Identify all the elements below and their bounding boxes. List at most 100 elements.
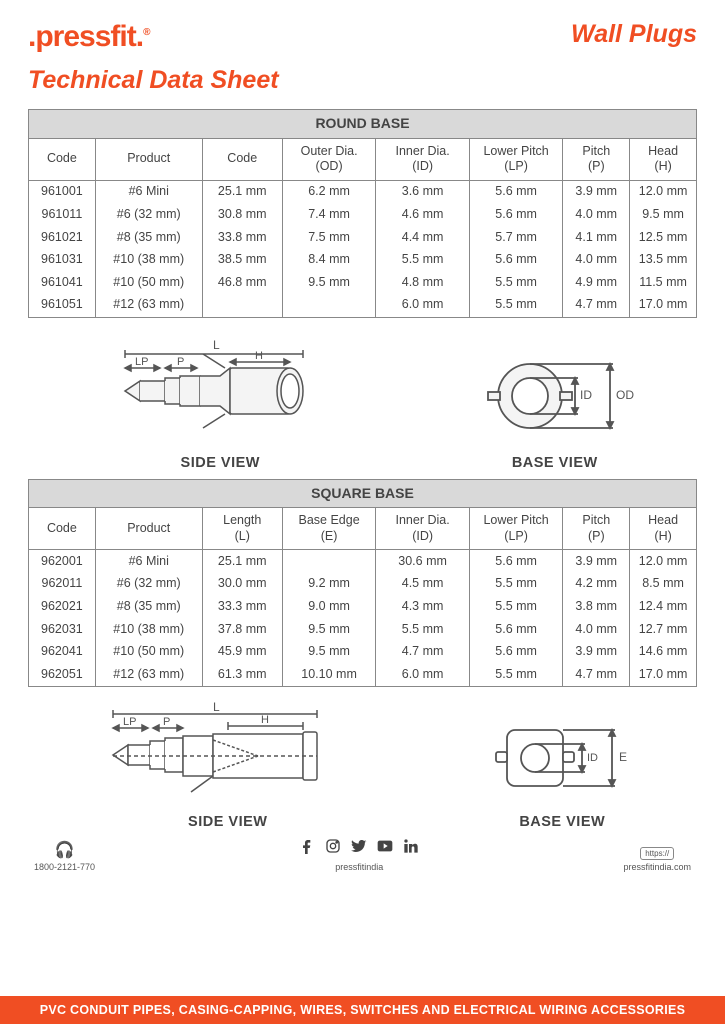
svg-text:E: E [619,750,627,764]
table-cell: 30.6 mm [376,550,470,573]
table-cell: 3.9 mm [563,550,630,573]
table-cell: 9.5 mm [282,641,376,664]
svg-text:ID: ID [580,388,592,402]
header: .pressfit.® Wall Plugs [28,20,697,54]
square-base-diagram: ID E [482,700,642,810]
table-cell: 13.5 mm [630,249,697,272]
svg-text:OD: OD [616,388,634,402]
table-cell: 37.8 mm [202,618,282,641]
table-cell: 5.5 mm [469,294,563,317]
table-cell: 4.0 mm [563,203,630,226]
table-cell: 5.6 mm [469,203,563,226]
column-header: Product [95,508,202,550]
table-cell: 5.6 mm [469,618,563,641]
table-cell: 5.5 mm [469,271,563,294]
table-cell: 3.9 mm [563,641,630,664]
column-header: Inner Dia. (ID) [376,508,470,550]
square-diagram-row: L LP P H SIDE VIEW [28,695,697,830]
svg-text:L: L [213,338,220,352]
facebook-icon [299,838,315,859]
table-cell: 10.10 mm [282,663,376,686]
column-header: Base Edge (E) [282,508,376,550]
table-row: 962001#6 Mini25.1 mm30.6 mm5.6 mm3.9 mm1… [29,550,697,573]
table-cell: 962051 [29,663,96,686]
table-cell: 9.5 mm [282,271,376,294]
table-cell: 38.5 mm [202,249,282,272]
table-cell: 961051 [29,294,96,317]
table-cell: #10 (50 mm) [95,641,202,664]
table-cell: 30.8 mm [202,203,282,226]
svg-text:H: H [261,714,269,726]
table-cell: 4.8 mm [376,271,470,294]
table-cell: 4.0 mm [563,618,630,641]
column-header: Pitch (P) [563,138,630,180]
column-header: Inner Dia. (ID) [376,138,470,180]
table-cell: 5.5 mm [469,596,563,619]
product-category: Wall Plugs [571,20,697,49]
table-cell: 962031 [29,618,96,641]
table-cell: 961031 [29,249,96,272]
table-cell: 4.1 mm [563,226,630,249]
youtube-icon [377,838,393,859]
table-cell: #6 Mini [95,550,202,573]
table-cell: 5.6 mm [469,180,563,203]
column-header: Length (L) [202,508,282,550]
table-cell: 12.4 mm [630,596,697,619]
table-cell [282,294,376,317]
footer-social: pressfitindia [299,838,419,872]
table-cell: #10 (38 mm) [95,249,202,272]
table-cell: 5.7 mm [469,226,563,249]
round-side-diagram: L LP P H [85,336,355,451]
table-cell: 30.0 mm [202,573,282,596]
social-handle: pressfitindia [335,862,383,872]
table-cell: 9.5 mm [630,203,697,226]
table-cell: 4.0 mm [563,249,630,272]
table-cell: 4.9 mm [563,271,630,294]
table-cell: 25.1 mm [202,550,282,573]
footer-website: https:// pressfitindia.com [623,847,691,872]
table-row: 961031#10 (38 mm)38.5 mm8.4 mm5.5 mm5.6 … [29,249,697,272]
table-cell: 9.2 mm [282,573,376,596]
round-section-header: ROUND BASE [29,110,697,139]
table-cell: 9.5 mm [282,618,376,641]
square-side-view: L LP P H SIDE VIEW [83,700,373,830]
website-url: pressfitindia.com [623,862,691,872]
table-row: 961051#12 (63 mm)6.0 mm5.5 mm4.7 mm17.0 … [29,294,697,317]
table-cell: 962041 [29,641,96,664]
table-cell: #10 (50 mm) [95,271,202,294]
table-cell: 46.8 mm [202,271,282,294]
table-cell: 6.0 mm [376,294,470,317]
table-cell: #12 (63 mm) [95,294,202,317]
table-cell: 17.0 mm [630,294,697,317]
trademark: ® [143,27,149,38]
column-header: Code [29,508,96,550]
table-cell [282,550,376,573]
svg-text:LP: LP [135,356,148,368]
column-header: Code [202,138,282,180]
table-cell: 4.7 mm [563,663,630,686]
phone-number: 1800-2121-770 [34,862,95,872]
table-row: 961011#6 (32 mm)30.8 mm7.4 mm4.6 mm5.6 m… [29,203,697,226]
table-cell: #6 Mini [95,180,202,203]
table-cell: 14.6 mm [630,641,697,664]
table-row: 962021#8 (35 mm)33.3 mm9.0 mm4.3 mm5.5 m… [29,596,697,619]
table-row: 961041#10 (50 mm)46.8 mm9.5 mm4.8 mm5.5 … [29,271,697,294]
round-column-headers: CodeProductCodeOuter Dia. (OD)Inner Dia.… [29,138,697,180]
column-header: Head (H) [630,508,697,550]
square-side-diagram: L LP P H [83,700,373,810]
table-cell: 12.0 mm [630,180,697,203]
column-header: Lower Pitch (LP) [469,508,563,550]
table-cell: 962011 [29,573,96,596]
square-base-view: ID E BASE VIEW [482,700,642,830]
table-cell: 5.5 mm [376,618,470,641]
round-base-table: ROUND BASE CodeProductCodeOuter Dia. (OD… [28,109,697,318]
table-cell: #8 (35 mm) [95,226,202,249]
table-cell: 961001 [29,180,96,203]
table-cell: 961041 [29,271,96,294]
twitter-icon [351,838,367,859]
table-cell: 5.6 mm [469,641,563,664]
column-header: Product [95,138,202,180]
table-cell: 6.2 mm [282,180,376,203]
footer-banner: PVC CONDUIT PIPES, CASING-CAPPING, WIRES… [0,996,725,1024]
square-base-table: SQUARE BASE CodeProductLength (L)Base Ed… [28,479,697,688]
